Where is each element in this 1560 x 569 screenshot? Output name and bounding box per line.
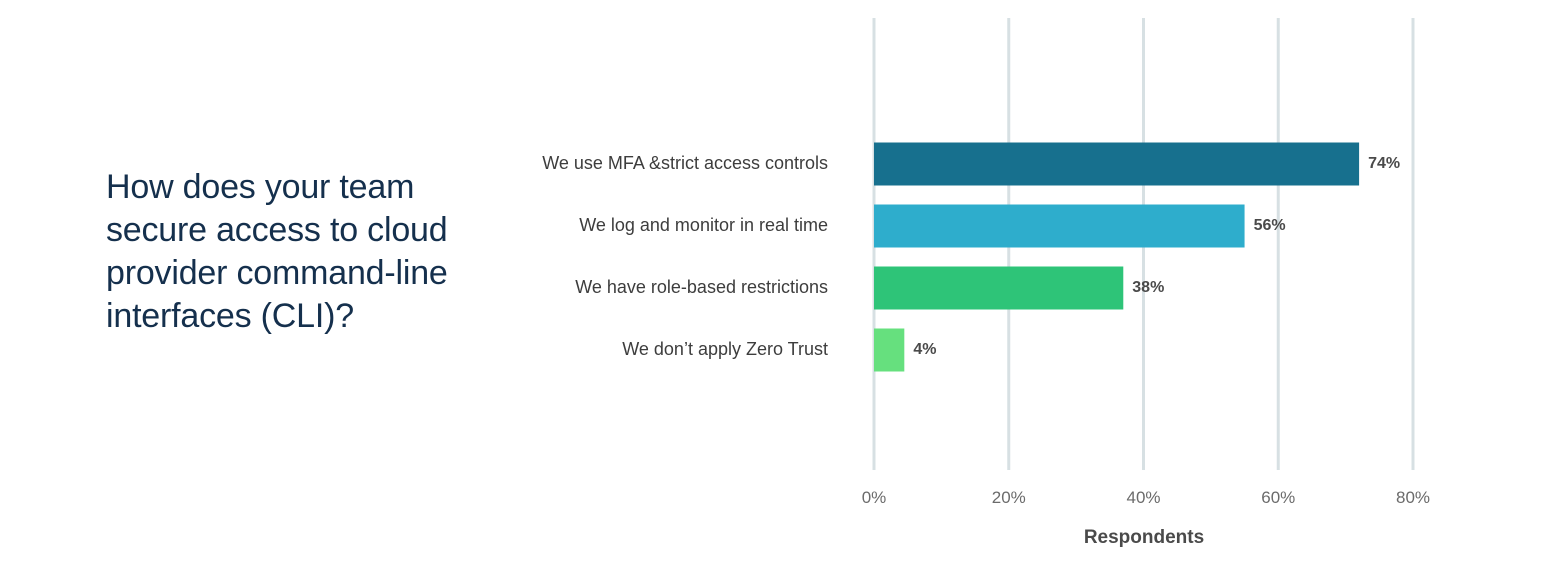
data-label: 4% — [913, 341, 936, 358]
bar — [874, 204, 1245, 248]
category-label: We don’t apply Zero Trust — [622, 339, 828, 359]
x-tick-label: 60% — [1261, 488, 1295, 507]
data-label: 74% — [1368, 155, 1400, 172]
bar — [874, 266, 1124, 310]
x-tick-label: 80% — [1396, 488, 1430, 507]
data-label: 38% — [1132, 279, 1164, 296]
chart-question-title: How does your team secure access to clou… — [106, 168, 448, 335]
value-labels: 74% 56% 38% 4% — [913, 155, 1400, 358]
category-label: We have role-based restrictions — [575, 277, 828, 297]
x-axis-ticks: 0% 20% 40% 60% 80% — [862, 488, 1430, 507]
x-tick-label: 40% — [1126, 488, 1160, 507]
x-axis-title: Respondents — [1084, 527, 1204, 548]
data-label: 56% — [1254, 217, 1286, 234]
x-tick-label: 20% — [992, 488, 1026, 507]
category-labels: We use MFA &strict access controls We log… — [542, 153, 828, 359]
x-tick-label: 0% — [862, 488, 887, 507]
bars — [874, 142, 1360, 372]
bar — [874, 328, 905, 372]
bar — [874, 142, 1360, 186]
category-label: We log and monitor in real time — [579, 215, 828, 235]
category-label: We use MFA &strict access controls — [542, 153, 828, 173]
